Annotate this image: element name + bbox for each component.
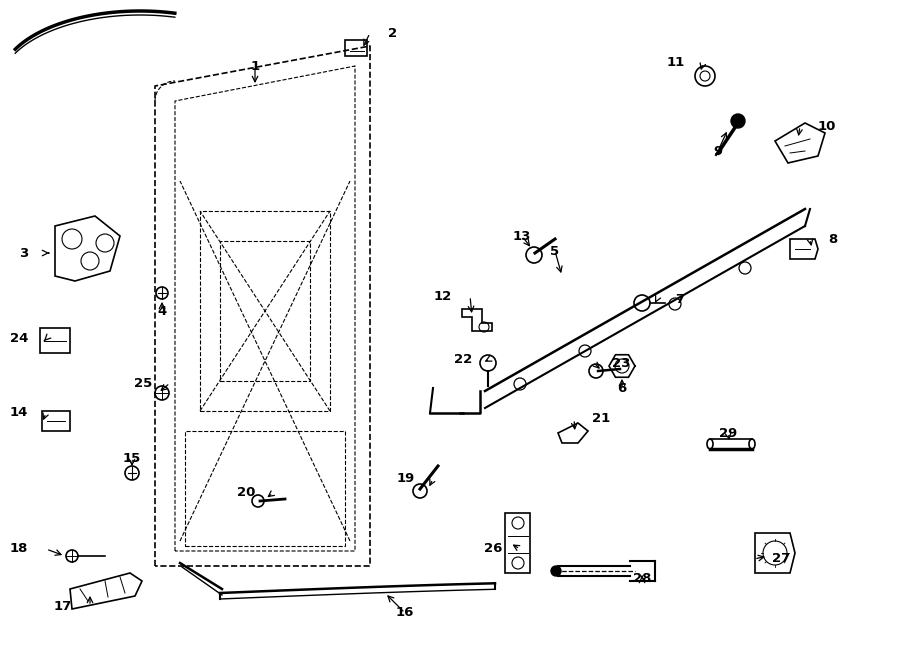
Circle shape xyxy=(731,114,745,128)
Text: 11: 11 xyxy=(667,56,685,69)
Text: 29: 29 xyxy=(719,426,737,440)
Text: 7: 7 xyxy=(675,293,684,305)
Text: 1: 1 xyxy=(250,59,259,73)
Text: 8: 8 xyxy=(828,233,837,245)
Text: 28: 28 xyxy=(633,572,652,586)
Text: 25: 25 xyxy=(134,377,152,389)
Text: 27: 27 xyxy=(772,553,790,566)
Text: 19: 19 xyxy=(397,473,415,485)
Text: 2: 2 xyxy=(388,26,397,40)
Text: 6: 6 xyxy=(617,383,626,395)
Text: 3: 3 xyxy=(19,247,28,260)
Circle shape xyxy=(551,566,561,576)
Bar xyxy=(185,431,345,546)
Text: 24: 24 xyxy=(10,332,28,346)
Text: 21: 21 xyxy=(592,412,610,426)
Text: 14: 14 xyxy=(10,407,28,420)
Text: 12: 12 xyxy=(434,290,452,303)
Text: 18: 18 xyxy=(10,543,28,555)
Bar xyxy=(220,241,310,381)
Bar xyxy=(345,40,367,56)
Text: 17: 17 xyxy=(54,600,72,613)
Text: 4: 4 xyxy=(158,305,166,317)
Text: 9: 9 xyxy=(714,145,723,157)
Text: 16: 16 xyxy=(396,607,414,619)
Text: 23: 23 xyxy=(612,356,630,369)
Text: 22: 22 xyxy=(454,352,472,366)
Text: 10: 10 xyxy=(818,120,836,132)
Text: 20: 20 xyxy=(237,486,255,500)
Text: 26: 26 xyxy=(483,543,502,555)
Text: 15: 15 xyxy=(123,453,141,465)
Text: 13: 13 xyxy=(513,229,531,243)
Bar xyxy=(200,211,330,411)
Text: 5: 5 xyxy=(551,245,560,258)
